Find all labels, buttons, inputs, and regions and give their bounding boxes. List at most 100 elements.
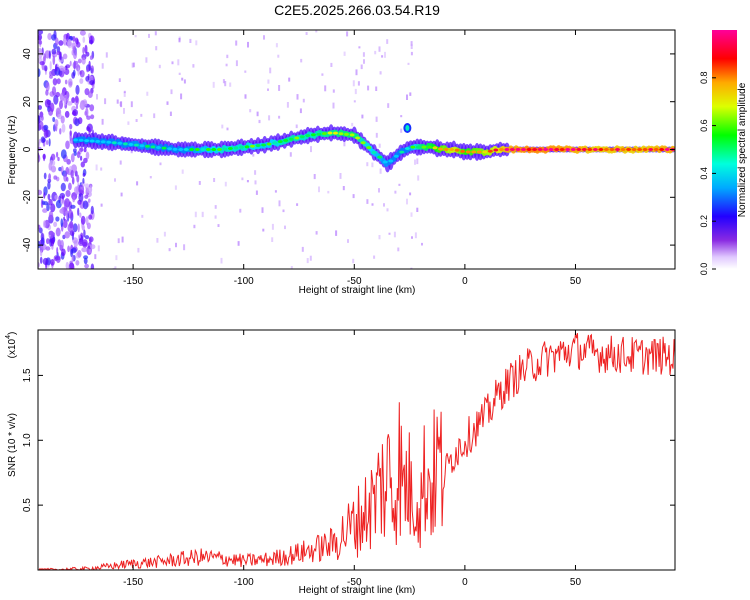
ridge-core xyxy=(84,139,90,143)
noise-blob xyxy=(89,185,92,193)
ridge-core xyxy=(559,148,565,151)
colorbar-tick-label: 0.4 xyxy=(699,167,709,180)
noise-blob xyxy=(53,30,57,40)
ridge-core xyxy=(576,148,582,151)
noise-blob xyxy=(89,55,93,60)
noise-speck xyxy=(261,207,264,213)
ridge-core xyxy=(504,148,510,151)
noise-speck xyxy=(258,119,261,124)
noise-speck xyxy=(146,91,149,96)
noise-blob xyxy=(72,49,78,60)
ridge-core xyxy=(150,145,156,149)
noise-speck xyxy=(256,111,259,117)
noise-blob xyxy=(63,97,67,106)
noise-speck xyxy=(417,175,420,181)
y-tick-label: 1.0 xyxy=(22,433,33,447)
ridge-core xyxy=(476,150,482,154)
noise-speck xyxy=(214,205,217,209)
noise-blob xyxy=(83,257,88,265)
ridge-core xyxy=(653,148,659,151)
noise-speck xyxy=(321,73,324,76)
noise-speck xyxy=(367,85,370,91)
multiplier-close: ) xyxy=(7,332,18,335)
noise-blob xyxy=(72,61,77,69)
noise-speck xyxy=(313,174,316,180)
noise-blob xyxy=(56,78,61,85)
ridge-core xyxy=(664,148,670,151)
ridge-core xyxy=(333,131,338,135)
noise-blob xyxy=(84,263,89,269)
noise-speck xyxy=(140,113,143,117)
noise-blob xyxy=(75,84,80,95)
noise-speck xyxy=(269,67,272,74)
noise-speck xyxy=(174,185,177,190)
noise-blob xyxy=(88,127,91,135)
noise-speck xyxy=(421,242,423,246)
noise-blob xyxy=(50,153,56,161)
ridge-core xyxy=(642,148,648,151)
noise-blob xyxy=(49,60,52,71)
noise-speck xyxy=(327,190,330,194)
snr-multiplier: (x104) xyxy=(5,332,18,359)
noise-speck xyxy=(149,176,152,179)
noise-speck xyxy=(119,160,122,165)
noise-blob xyxy=(65,261,69,269)
noise-speck xyxy=(181,169,184,174)
noise-speck xyxy=(355,69,358,76)
ridge-core xyxy=(178,148,184,151)
noise-speck xyxy=(416,158,419,165)
noise-speck xyxy=(379,71,382,75)
noise-speck xyxy=(278,200,281,207)
noise-blob xyxy=(60,218,64,228)
noise-blob xyxy=(71,111,77,116)
noise-blob xyxy=(44,99,51,108)
ridge-core xyxy=(460,149,466,153)
noise-speck xyxy=(222,79,225,84)
noise-speck xyxy=(193,224,196,229)
noise-speck xyxy=(121,236,124,243)
noise-speck xyxy=(220,257,223,264)
noise-speck xyxy=(183,244,186,251)
ridge-core xyxy=(377,155,383,159)
noise-speck xyxy=(306,258,309,264)
noise-speck xyxy=(154,31,157,36)
ridge-core xyxy=(587,148,593,151)
x-tick-label: 50 xyxy=(570,276,582,287)
noise-speck xyxy=(378,235,381,240)
noise-speck xyxy=(249,109,252,113)
noise-speck xyxy=(400,128,403,133)
noise-blob xyxy=(86,67,89,73)
chart-title: C2E5.2025.266.03.54.R19 xyxy=(274,2,440,18)
noise-speck xyxy=(163,231,166,237)
ridge-core xyxy=(122,142,128,146)
noise-speck xyxy=(343,51,346,56)
noise-speck xyxy=(148,33,150,38)
ridge-core xyxy=(543,148,549,151)
noise-speck xyxy=(352,80,355,87)
ridge-core xyxy=(415,145,421,149)
noise-blob xyxy=(45,89,49,96)
noise-blob xyxy=(80,155,83,161)
spectrogram-xlabel: Height of straight line (km) xyxy=(299,285,416,296)
noise-blob xyxy=(48,138,51,147)
ridge-core xyxy=(288,137,294,141)
noise-speck xyxy=(224,81,227,87)
noise-blob xyxy=(40,115,44,121)
noise-blob xyxy=(55,216,60,222)
ridge-core xyxy=(172,147,178,151)
noise-blob xyxy=(90,263,95,269)
noise-speck xyxy=(347,239,349,243)
ridge-core xyxy=(161,146,167,150)
noise-speck xyxy=(379,168,382,174)
noise-speck xyxy=(254,180,257,185)
noise-blob xyxy=(60,182,66,192)
noise-blob xyxy=(66,158,71,165)
ridge-core xyxy=(360,141,366,145)
ridge-core xyxy=(338,132,344,136)
x-tick-label: 0 xyxy=(462,577,468,588)
ridge-core xyxy=(570,148,576,151)
noise-blob xyxy=(38,34,43,41)
noise-speck xyxy=(409,192,412,196)
noise-speck xyxy=(378,143,381,148)
ridge-core xyxy=(609,148,615,151)
